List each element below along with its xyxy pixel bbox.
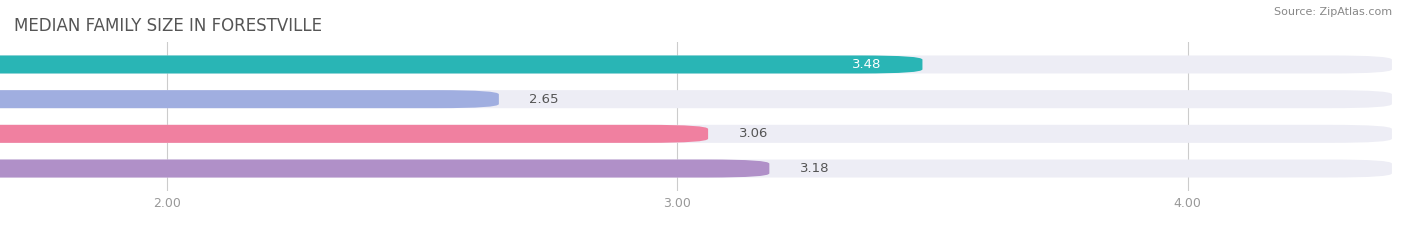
FancyBboxPatch shape xyxy=(0,160,769,178)
Text: 3.18: 3.18 xyxy=(800,162,830,175)
FancyBboxPatch shape xyxy=(0,125,1392,143)
Text: Source: ZipAtlas.com: Source: ZipAtlas.com xyxy=(1274,7,1392,17)
FancyBboxPatch shape xyxy=(0,55,922,73)
FancyBboxPatch shape xyxy=(0,125,709,143)
FancyBboxPatch shape xyxy=(0,160,1392,178)
Text: 3.48: 3.48 xyxy=(852,58,882,71)
FancyBboxPatch shape xyxy=(0,90,499,108)
Text: 2.65: 2.65 xyxy=(530,93,560,106)
Text: MEDIAN FAMILY SIZE IN FORESTVILLE: MEDIAN FAMILY SIZE IN FORESTVILLE xyxy=(14,17,322,35)
Text: 3.06: 3.06 xyxy=(738,127,768,140)
FancyBboxPatch shape xyxy=(0,90,1392,108)
FancyBboxPatch shape xyxy=(0,55,1392,73)
